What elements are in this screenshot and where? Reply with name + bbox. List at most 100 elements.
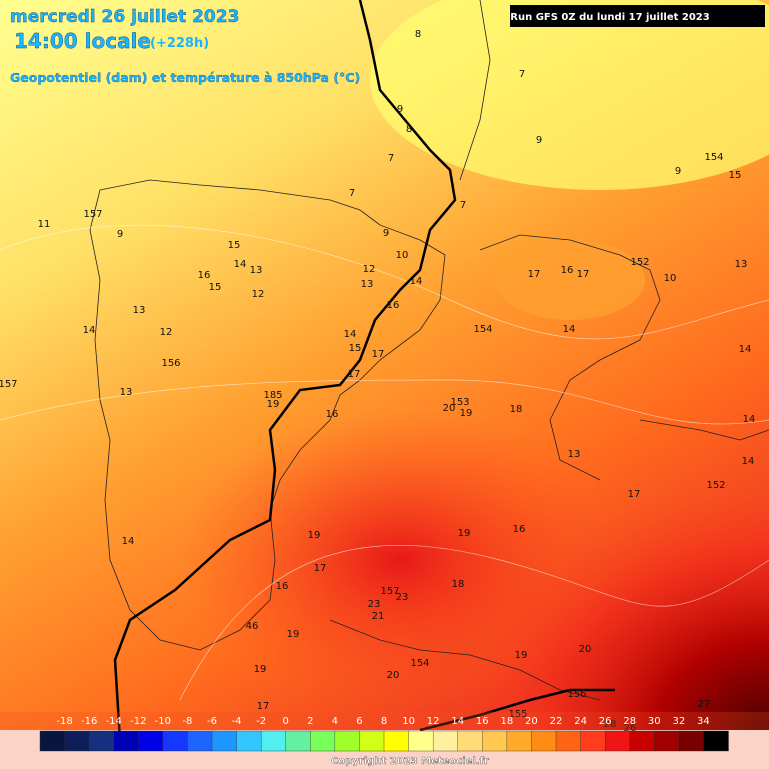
map-label: 17 <box>628 489 641 500</box>
subtitle: Geopotentiel (dam) et température à 850h… <box>10 70 360 85</box>
map-label: 12 <box>252 289 265 300</box>
legend-swatch <box>482 730 508 752</box>
map-label: 9 <box>397 104 403 115</box>
legend-label: -12 <box>130 716 146 727</box>
map-label: 16 <box>198 270 211 281</box>
map-label: 17 <box>257 701 270 712</box>
map-label: 154 <box>704 152 723 163</box>
map-label: 27 <box>698 699 711 710</box>
legend-label: -18 <box>56 716 72 727</box>
legend-swatch <box>432 730 459 752</box>
map-label: 14 <box>742 456 755 467</box>
map-label: 11 <box>38 219 51 230</box>
map-label: 9 <box>117 229 123 240</box>
geopotential-contour <box>113 0 457 741</box>
map-label: 23 <box>368 599 381 610</box>
map-label: 16 <box>276 581 289 592</box>
map-label: 16 <box>326 409 339 420</box>
legend-label: 26 <box>599 716 612 727</box>
legend-label: 34 <box>697 716 710 727</box>
map-label: 19 <box>254 664 267 675</box>
legend-swatch <box>629 730 655 752</box>
legend-swatch <box>310 730 336 752</box>
legend-swatch <box>457 730 483 752</box>
map-label: 13 <box>120 387 133 398</box>
legend-label: 22 <box>550 716 563 727</box>
map-label: 9 <box>383 228 389 239</box>
legend-swatch <box>88 730 115 752</box>
map-label: 15 <box>349 343 362 354</box>
hot-zone <box>450 480 769 730</box>
map-label: 7 <box>349 188 355 199</box>
map-label: 19 <box>458 528 471 539</box>
map-label: 17 <box>348 369 361 380</box>
legend-label: 10 <box>402 716 415 727</box>
map-label: 152 <box>706 480 725 491</box>
legend-swatch <box>334 730 361 752</box>
legend-label: 2 <box>307 716 313 727</box>
map-label: 9 <box>536 135 542 146</box>
legend-swatch <box>162 730 189 752</box>
map-label: 16 <box>387 300 400 311</box>
legend-swatch <box>285 730 311 752</box>
map-label: 152 <box>630 257 649 268</box>
warm-zone <box>495 240 645 320</box>
map-label: 154 <box>410 658 429 669</box>
legend-label: 14 <box>451 716 464 727</box>
map-label: 157 <box>0 379 18 390</box>
map-label: 14 <box>83 325 96 336</box>
legend-label: 32 <box>672 716 685 727</box>
legend-label: 16 <box>476 716 489 727</box>
legend-label: 20 <box>525 716 538 727</box>
map-label: 12 <box>363 264 376 275</box>
map-label: 153 <box>450 397 469 408</box>
legend-label: 8 <box>381 716 387 727</box>
legend-label: 30 <box>648 716 661 727</box>
legend-swatch <box>580 730 606 752</box>
geopotential-contour <box>419 688 615 732</box>
map-label: 14 <box>122 536 135 547</box>
legend-label: 18 <box>500 716 513 727</box>
legend-label: 4 <box>332 716 338 727</box>
legend-swatch <box>383 730 410 752</box>
map-label: 185 <box>263 390 282 401</box>
legend-swatch <box>187 730 213 752</box>
map-label: 17 <box>372 349 385 360</box>
map-label: 13 <box>361 279 374 290</box>
map-label: 28 <box>604 719 617 730</box>
map-label: 20 <box>387 670 400 681</box>
legend-label: 0 <box>283 716 289 727</box>
cool-zone <box>370 0 769 190</box>
copyright: Copyright 2023 Meteociel.fr <box>331 756 489 767</box>
legend-swatch <box>64 730 90 752</box>
map-label: 23 <box>396 592 409 603</box>
map-label: 13 <box>735 259 748 270</box>
map-label: 14 <box>563 324 576 335</box>
legend-label: -4 <box>232 716 242 727</box>
time: 14:00 locale <box>14 29 151 53</box>
legend-label: -14 <box>106 716 122 727</box>
legend-swatch <box>408 730 434 752</box>
map-label: 154 <box>473 324 492 335</box>
legend-swatch <box>211 730 238 752</box>
map-label: 7 <box>519 69 525 80</box>
legend-swatch <box>654 730 680 752</box>
map-label: 7 <box>388 153 394 164</box>
map-label: 8 <box>415 29 421 40</box>
map-label: 17 <box>528 269 541 280</box>
map-label: 17 <box>314 563 327 574</box>
legend-swatch <box>359 730 385 752</box>
map-label: 19 <box>515 650 528 661</box>
map-label: 18 <box>452 579 465 590</box>
legend-label: -10 <box>155 716 171 727</box>
color-legend: -18 -16 -14 -12 -10 -8 -6 -4 -2 0 2 4 6 8 10 12 14 16 18 20… <box>0 712 769 769</box>
map-label: 19 <box>267 399 280 410</box>
legend-label: 28 <box>623 716 636 727</box>
map-label: 16 <box>513 524 526 535</box>
map-label: 8 <box>406 124 412 135</box>
map-label: 15 <box>228 240 241 251</box>
legend-swatch <box>678 730 705 752</box>
legend-label: 12 <box>427 716 440 727</box>
map-label: 156 <box>567 689 586 700</box>
map-label: 15 <box>209 282 222 293</box>
